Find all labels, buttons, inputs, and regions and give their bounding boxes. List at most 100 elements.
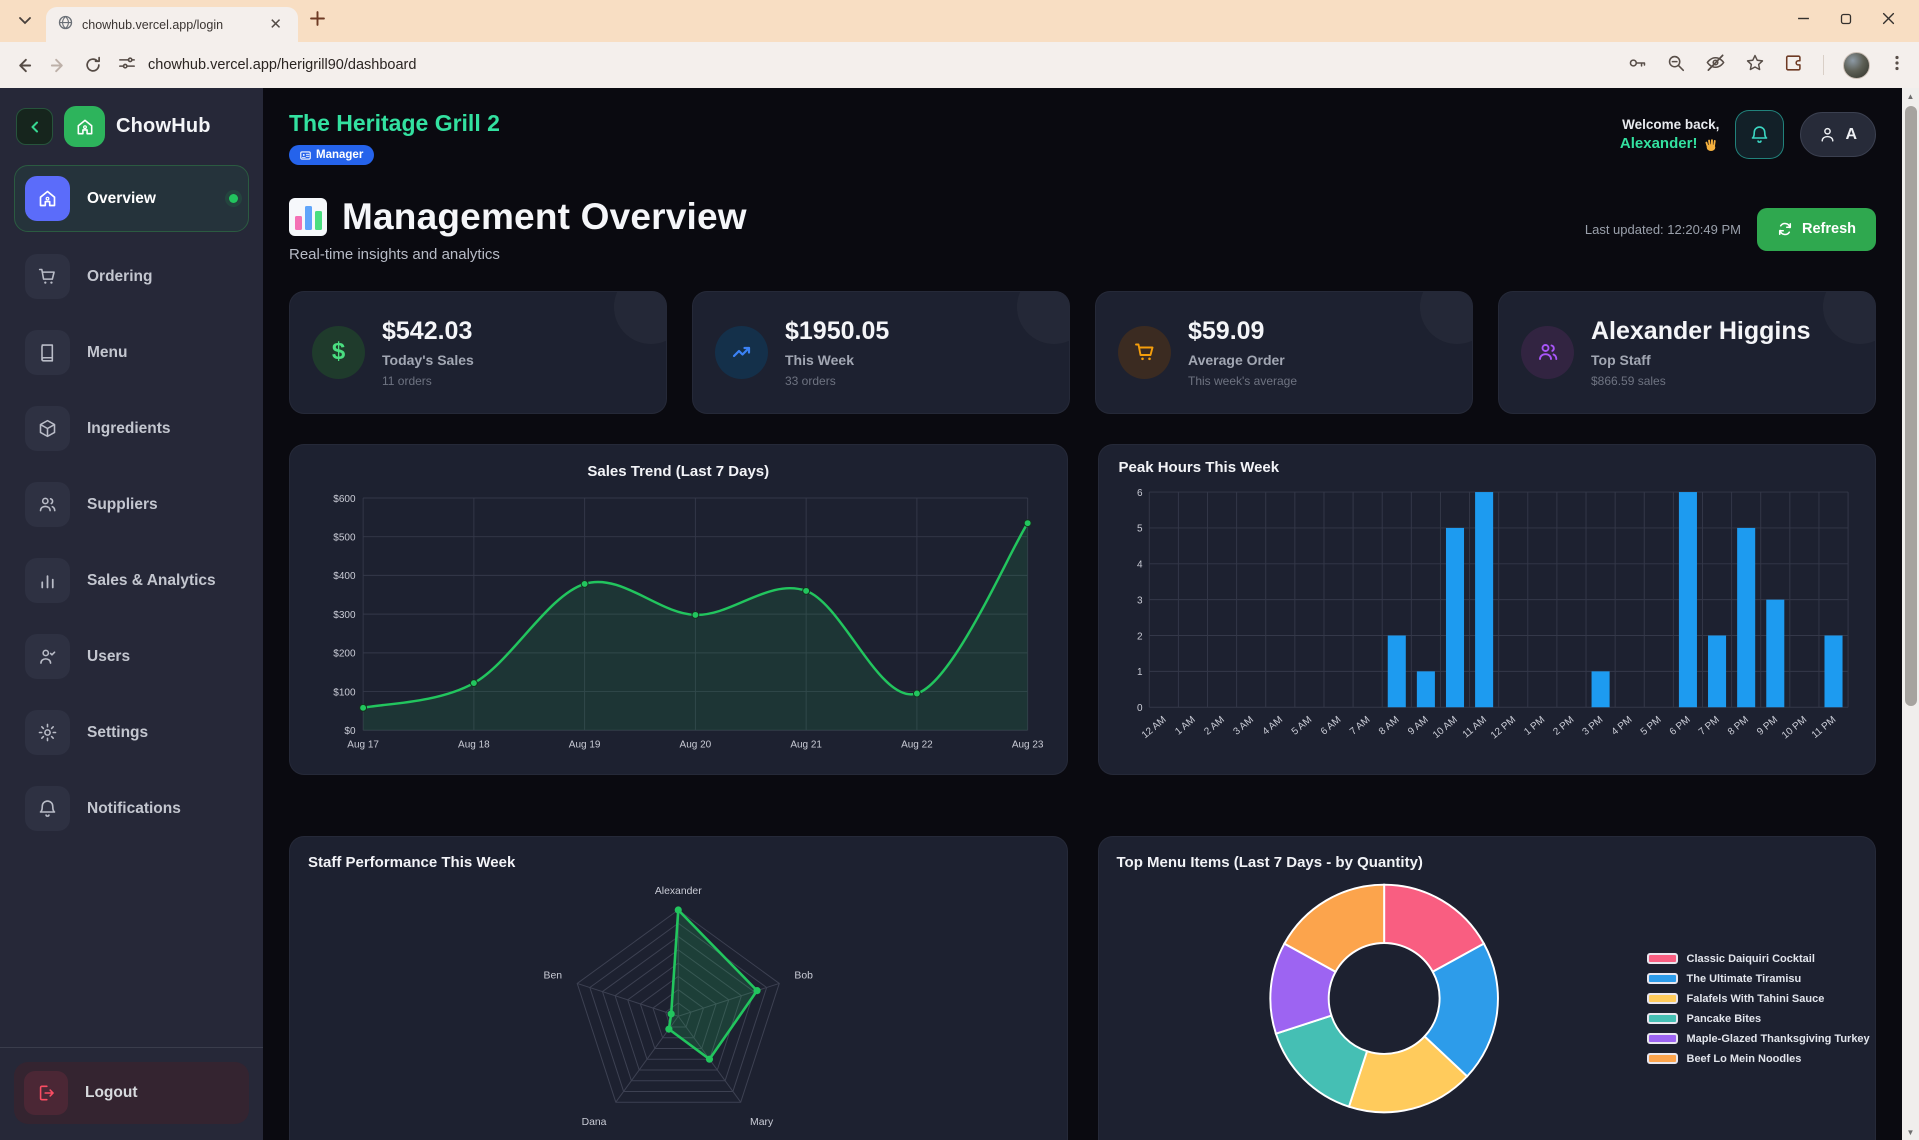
zoom-out-icon[interactable] xyxy=(1666,53,1686,78)
reload-button[interactable] xyxy=(84,56,102,74)
svg-text:10 AM: 10 AM xyxy=(1431,714,1460,741)
stat-label: Today's Sales xyxy=(382,351,474,368)
new-tab-button[interactable] xyxy=(310,11,325,31)
chart-title: Top Menu Items (Last 7 Days - by Quantit… xyxy=(1116,853,1423,871)
svg-text:Mary: Mary xyxy=(750,1116,774,1127)
svg-text:Aug 23: Aug 23 xyxy=(1012,739,1044,750)
users-icon xyxy=(25,482,70,527)
svg-text:6 AM: 6 AM xyxy=(1318,714,1343,737)
url-text[interactable]: chowhub.vercel.app/herigrill90/dashboard xyxy=(148,57,417,73)
sidebar-item-ordering[interactable]: Ordering xyxy=(14,245,249,308)
brand-name: ChowHub xyxy=(116,115,211,137)
back-button[interactable] xyxy=(14,56,33,75)
stat-label: Average Order xyxy=(1188,351,1285,368)
sidebar-item-menu[interactable]: Menu xyxy=(14,321,249,384)
sidebar-item-notifications[interactable]: Notifications xyxy=(14,777,249,840)
welcome-message: Welcome back, Alexander! xyxy=(1619,117,1720,152)
tab-close-icon[interactable]: ✕ xyxy=(269,16,282,33)
window-maximize-button[interactable] xyxy=(1840,12,1852,30)
staff-performance-card: Staff Performance This Week Alexander Bob… xyxy=(289,835,1068,1140)
chart-title: Sales Trend (Last 7 Days) xyxy=(587,462,770,480)
svg-text:4 AM: 4 AM xyxy=(1260,714,1285,737)
browser-tab[interactable]: chowhub.vercel.app/login ✕ xyxy=(46,7,298,42)
svg-text:Aug 18: Aug 18 xyxy=(458,739,490,750)
svg-text:11 AM: 11 AM xyxy=(1460,714,1488,740)
svg-text:6 PM: 6 PM xyxy=(1667,714,1692,737)
legend-item[interactable]: The Ultimate Tiramisu xyxy=(1646,973,1870,985)
page-subtitle: Real-time insights and analytics xyxy=(289,245,500,263)
sidebar-item-label: Menu xyxy=(87,343,128,361)
svg-text:3: 3 xyxy=(1137,595,1143,606)
svg-text:4: 4 xyxy=(1137,559,1143,570)
svg-text:Alexander: Alexander xyxy=(655,886,702,897)
stat-value: $542.03 xyxy=(382,316,473,345)
sidebar-item-settings[interactable]: Settings xyxy=(14,701,249,764)
dollar-icon: $ xyxy=(312,325,365,379)
svg-text:8 AM: 8 AM xyxy=(1377,714,1402,737)
legend-item[interactable]: Falafels With Tahini Sauce xyxy=(1646,993,1870,1005)
svg-text:11 PM: 11 PM xyxy=(1809,714,1838,741)
bell-icon xyxy=(1752,126,1768,143)
extensions-icon[interactable] xyxy=(1784,53,1804,78)
svg-text:$600: $600 xyxy=(333,493,356,504)
svg-text:1 PM: 1 PM xyxy=(1522,714,1547,737)
page-scrollbar[interactable]: ▲ ▼ xyxy=(1902,88,1919,1140)
sidebar-item-ingredients[interactable]: Ingredients xyxy=(14,397,249,460)
scroll-up-arrow[interactable]: ▲ xyxy=(1906,91,1915,101)
legend-item[interactable]: Pancake Bites xyxy=(1646,1013,1870,1025)
sidebar-item-users[interactable]: Users xyxy=(14,625,249,688)
logout-button[interactable]: Logout xyxy=(14,1062,249,1124)
password-key-icon[interactable] xyxy=(1627,53,1647,78)
site-settings-icon[interactable] xyxy=(118,54,136,76)
legend-item[interactable]: Classic Daiquiri Cocktail xyxy=(1646,953,1870,965)
decorative-blob xyxy=(1823,292,1875,344)
window-minimize-button[interactable] xyxy=(1797,12,1810,30)
legend-item[interactable]: Beef Lo Mein Noodles xyxy=(1646,1053,1870,1065)
sidebar-item-sales-analytics[interactable]: Sales & Analytics xyxy=(14,549,249,612)
legend-item[interactable]: Maple-Glazed Thanksgiving Turkey xyxy=(1646,1033,1870,1045)
tab-title: chowhub.vercel.app/login xyxy=(82,17,224,32)
svg-text:Aug 21: Aug 21 xyxy=(790,739,822,750)
sidebar-item-label: Notifications xyxy=(87,799,181,817)
svg-text:Dana: Dana xyxy=(582,1116,607,1127)
browser-profile-avatar[interactable] xyxy=(1843,51,1870,79)
svg-text:$0: $0 xyxy=(344,726,356,737)
svg-text:12 PM: 12 PM xyxy=(1488,714,1517,741)
tab-search-button[interactable] xyxy=(10,6,40,36)
browser-menu-icon[interactable] xyxy=(1889,55,1905,76)
bar-chart-emoji-icon xyxy=(289,197,327,236)
decorative-blob xyxy=(1420,292,1472,344)
svg-text:9 AM: 9 AM xyxy=(1406,714,1431,737)
refresh-button[interactable]: Refresh xyxy=(1757,207,1876,251)
window-close-button[interactable] xyxy=(1882,12,1895,30)
chart-title: Peak Hours This Week xyxy=(1118,458,1280,476)
sidebar-item-suppliers[interactable]: Suppliers xyxy=(14,473,249,536)
role-badge: Manager xyxy=(289,145,375,165)
chowhub-logo-icon[interactable] xyxy=(64,106,105,147)
restaurant-name: The Heritage Grill 2 xyxy=(289,110,500,136)
toolbar-separator xyxy=(1823,55,1824,75)
forward-button[interactable] xyxy=(49,56,68,75)
book-icon xyxy=(25,330,70,375)
svg-text:7 PM: 7 PM xyxy=(1696,714,1721,737)
svg-text:3 PM: 3 PM xyxy=(1580,714,1605,737)
bookmark-star-icon[interactable] xyxy=(1745,53,1765,78)
eye-hidden-icon[interactable] xyxy=(1705,52,1726,78)
stat-card-top-staff: Alexander Higgins Top Staff $866.59 sale… xyxy=(1498,290,1876,414)
cart-icon xyxy=(25,254,70,299)
home-icon xyxy=(25,176,70,221)
peak-hours-chart-card: Peak Hours This Week 0 1 2 3 4 5 6 12 AM 1 AM 2 A… xyxy=(1097,443,1876,775)
stat-label: This Week xyxy=(785,351,854,368)
svg-text:$500: $500 xyxy=(333,532,356,543)
sidebar-item-label: Suppliers xyxy=(87,495,158,513)
sidebar-divider xyxy=(0,1047,263,1048)
scrollbar-thumb[interactable] xyxy=(1904,106,1917,706)
scroll-down-arrow[interactable]: ▼ xyxy=(1906,1127,1915,1137)
sidebar-item-overview[interactable]: Overview xyxy=(14,165,249,232)
sales-trend-line-chart: $0 $100 $200 $300 $400 $500 $600 Aug 17 Aug 18 Au… xyxy=(306,484,1051,769)
user-menu-button[interactable]: A xyxy=(1800,112,1876,157)
last-updated-text: Last updated: 12:20:49 PM xyxy=(1584,221,1741,237)
sidebar-collapse-button[interactable] xyxy=(16,108,53,145)
peak-hours-bar-chart: 0 1 2 3 4 5 6 12 AM 1 AM 2 AM 3 AM 4 AM 5 AM 6 AM 7 AM… xyxy=(1115,480,1860,765)
notifications-bell-button[interactable] xyxy=(1735,110,1785,159)
